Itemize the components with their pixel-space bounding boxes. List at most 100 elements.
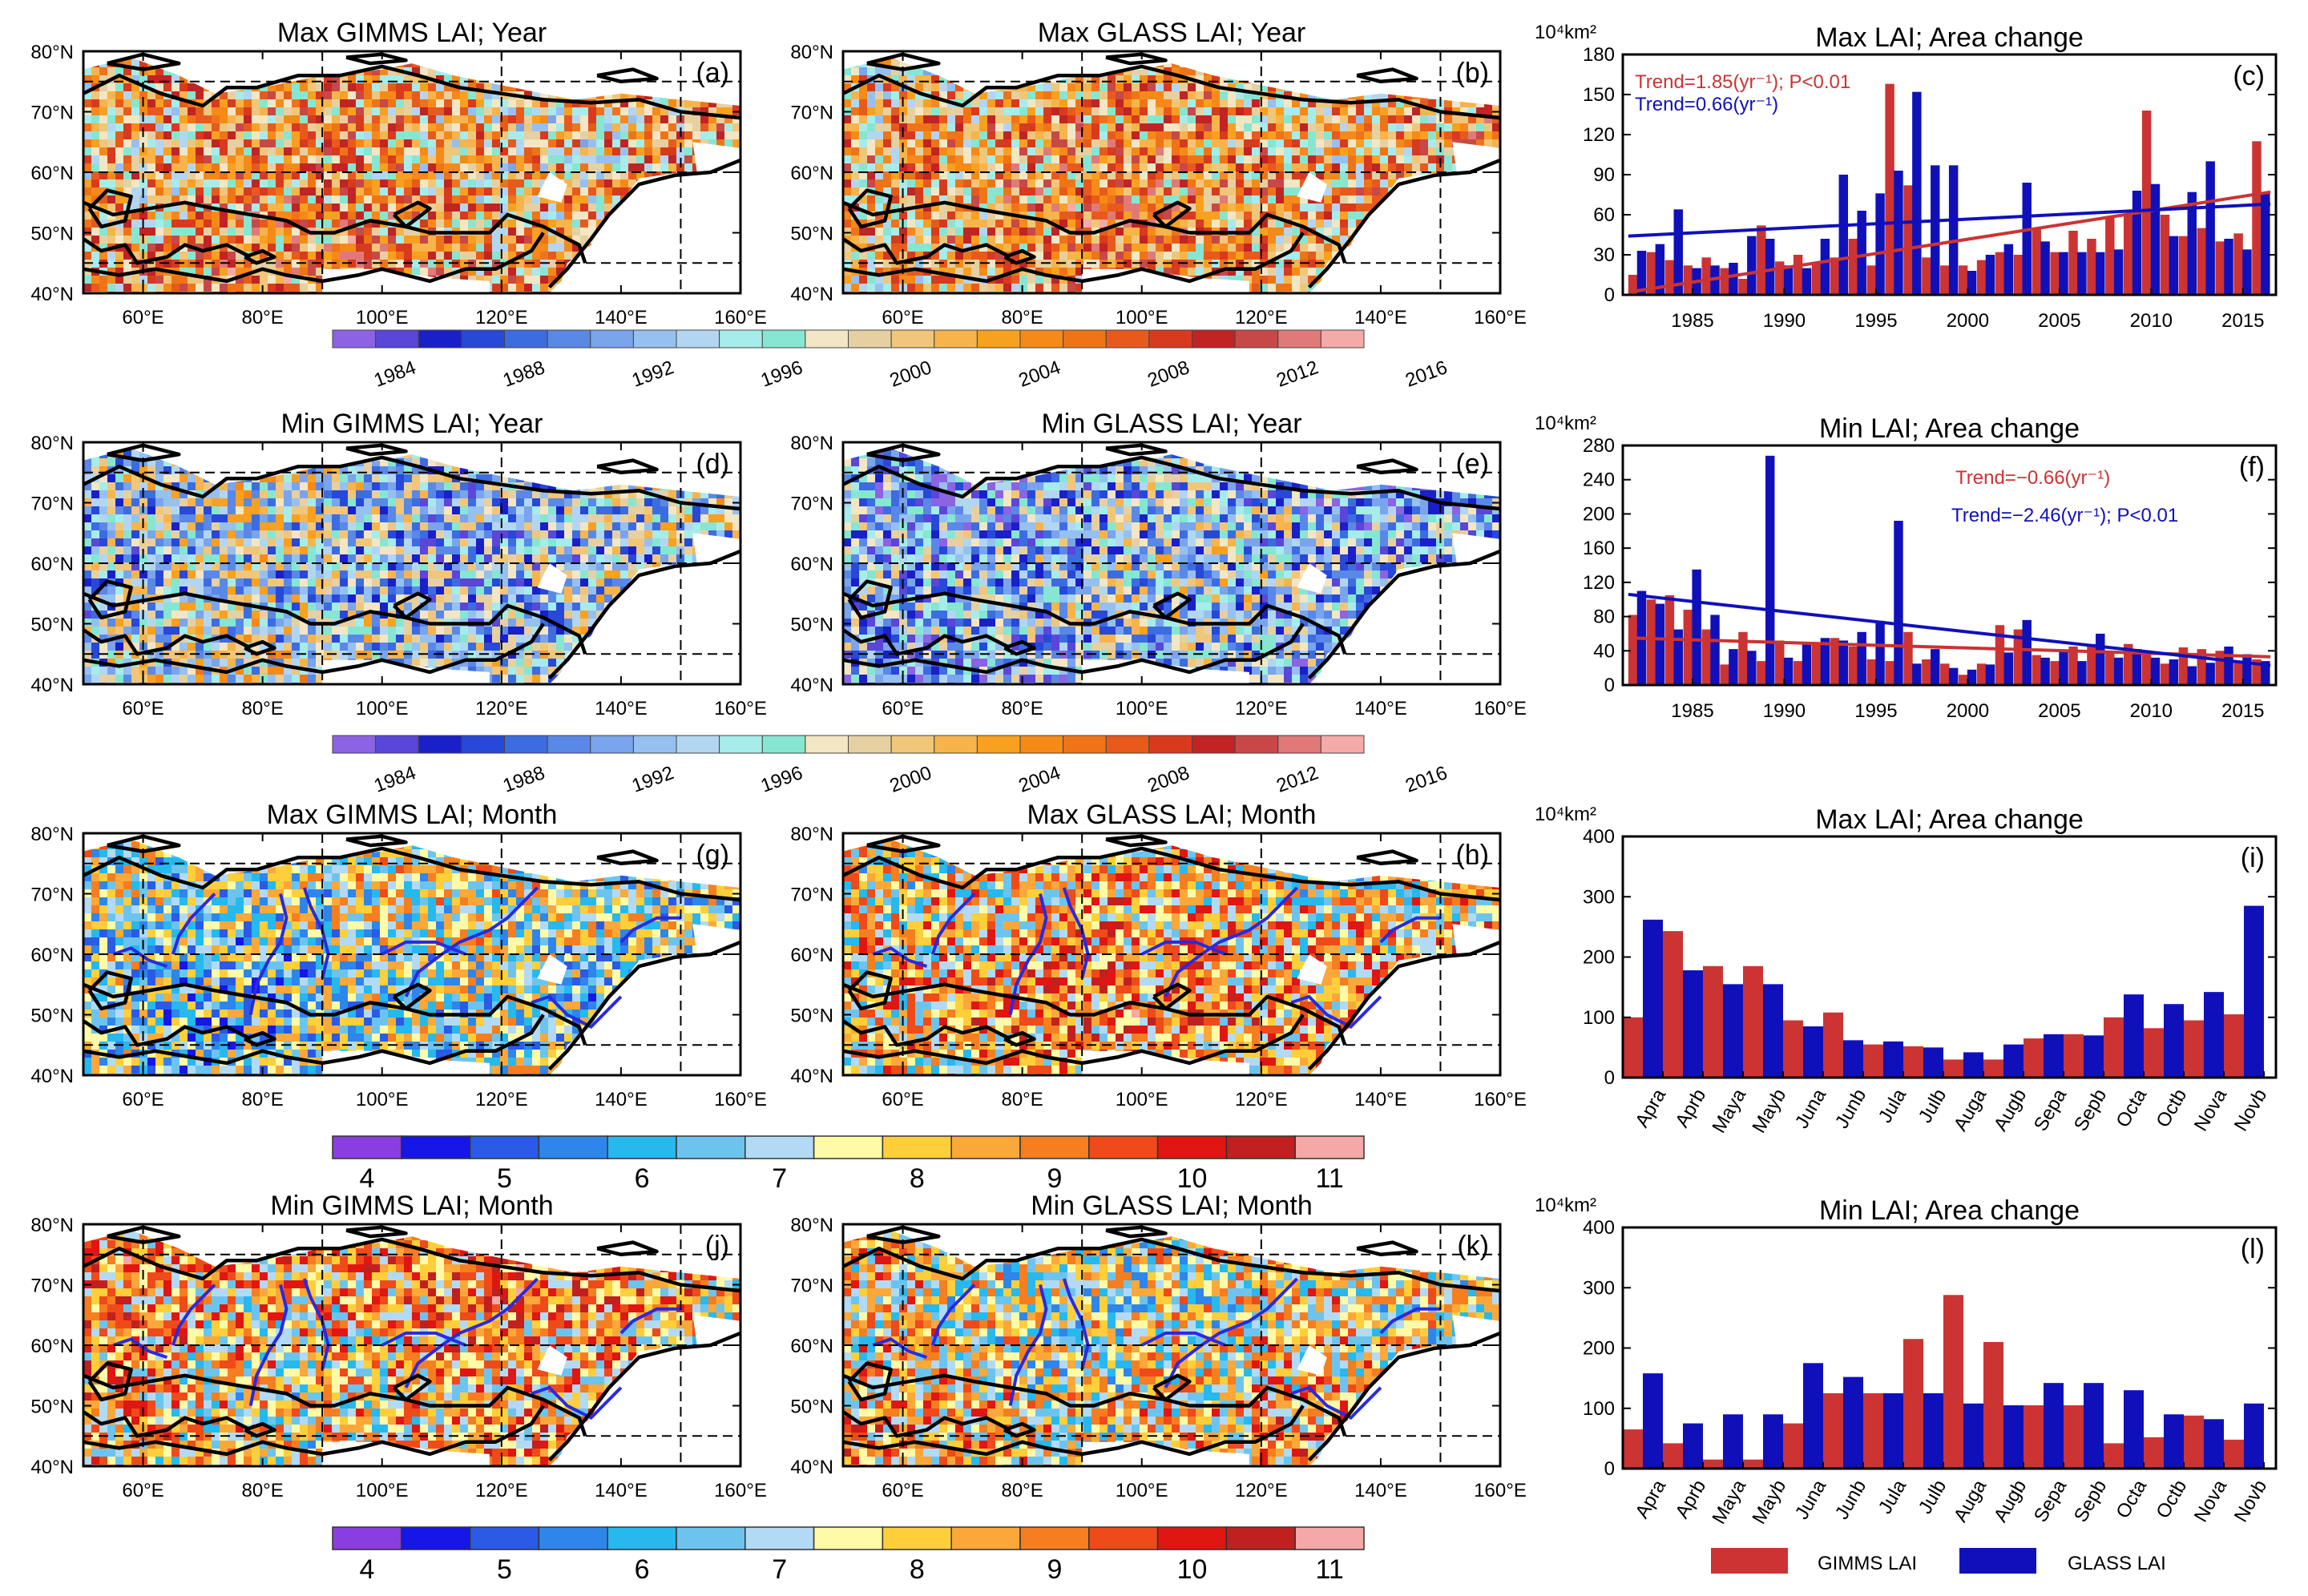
bar-glass	[2113, 249, 2124, 295]
map-lat-label: 70°N	[790, 103, 833, 124]
map-lat-label: 50°N	[790, 1006, 833, 1027]
bar-glass	[2077, 252, 2087, 295]
bar-gimms	[2252, 659, 2262, 685]
bar-glass	[2124, 1390, 2144, 1469]
bar-glass	[1673, 209, 1683, 295]
x-tick-label: Mayb	[1748, 1477, 1790, 1528]
map-lon-label: 80°E	[241, 1089, 283, 1110]
map-lat-label: 40°N	[30, 1457, 74, 1478]
map-gridlines	[843, 1224, 1500, 1466]
map-lat-label: 40°N	[790, 675, 833, 696]
map-ticks	[843, 1223, 1501, 1467]
colorbar-swatch	[882, 1526, 952, 1550]
bar-glass	[2261, 191, 2270, 295]
colorbar-month-label: 6	[635, 1163, 650, 1194]
colorbar-year-label: 2000	[887, 762, 934, 797]
map-gridlines	[83, 833, 740, 1075]
bar-glass	[1963, 1403, 1983, 1469]
bar-glass	[1723, 1414, 1743, 1469]
bar-gimms	[2064, 1405, 2084, 1469]
colorbar-month-min: 4 5 6 7 8 9 10 11	[332, 1526, 1365, 1585]
map-title: Max GIMMS LAI; Month	[267, 800, 558, 830]
bar-gimms	[1757, 661, 1766, 685]
bar-glass	[1820, 239, 1830, 295]
x-tick-label: 1990	[1763, 700, 1806, 722]
bar-glass	[1763, 1414, 1783, 1469]
map-lon-label: 140°E	[595, 307, 648, 328]
map-lat-label: 50°N	[790, 224, 833, 245]
bar-glass	[2187, 666, 2197, 685]
x-tick-label: Sepb	[2070, 1477, 2111, 1526]
map-lat-label: 70°N	[790, 494, 833, 515]
colorbar-swatch	[469, 1526, 540, 1550]
map-lon-label: 80°E	[241, 1480, 283, 1501]
map-lat-label: 80°N	[790, 824, 833, 845]
bar-glass	[2003, 652, 2014, 685]
bar-gimms	[1976, 260, 1987, 295]
colorbar-year-min: 1984 1988 1992 1996 2000 2004 2008 2012 2016	[332, 735, 1451, 797]
map-lat-label: 60°N	[30, 1336, 74, 1357]
bar-glass	[2077, 661, 2087, 685]
y-tick-label: 80	[1593, 607, 1615, 628]
map-lon-label: 160°E	[714, 307, 767, 328]
bar-gimms	[1958, 675, 1968, 685]
colorbar-swatch	[890, 735, 935, 754]
colorbar-swatch	[375, 329, 419, 349]
colorbar-swatch	[744, 1135, 815, 1159]
colorbar-swatch	[676, 1135, 746, 1159]
bar-gimms	[1757, 225, 1766, 295]
colorbar-month-label: 5	[497, 1554, 512, 1585]
bar-gimms	[2050, 661, 2060, 685]
map-panels: 80°N 70°N 60°N 50°N 40°N 60°E 80°E 100°E 120°E 14…	[30, 18, 1526, 1501]
x-tick-label: Sepa	[2030, 1085, 2072, 1135]
map-title: Min GIMMS LAI; Month	[270, 1191, 553, 1221]
bar-gimms	[2224, 1439, 2244, 1469]
x-tick-label: Sepb	[2070, 1086, 2111, 1135]
bar-gimms	[2215, 651, 2225, 685]
map-lat-label: 50°N	[790, 1396, 833, 1418]
bar-gimms	[1811, 263, 1822, 295]
colorbar-swatch	[590, 329, 634, 349]
map-title: Min GIMMS LAI; Year	[281, 409, 543, 439]
colorbar-swatch	[632, 329, 677, 349]
colorbar-swatch	[950, 1135, 1021, 1159]
map-lon-label: 100°E	[1116, 698, 1168, 719]
bar-glass	[1783, 265, 1794, 295]
map-lat-label: 80°N	[790, 42, 833, 63]
map-lon-label: 60°E	[122, 1089, 163, 1110]
colorbar-swatch	[1225, 1135, 1296, 1159]
x-tick-label: 2005	[2038, 310, 2080, 332]
bar-gimms	[1646, 599, 1656, 685]
map-lon-label: 60°E	[882, 698, 923, 719]
map-panel-b: 80°N 70°N 60°N 50°N 40°N 60°E 80°E 100°E 120°E 14…	[790, 18, 1526, 328]
bar-glass	[2059, 651, 2068, 685]
colorbar-swatch	[418, 735, 462, 754]
legend-label-gimms: GIMMS LAI	[1818, 1553, 1917, 1574]
colorbar-swatch	[332, 329, 377, 349]
bar-gimms	[2013, 255, 2024, 295]
colorbar-swatch	[934, 329, 978, 349]
map-panel-letter: (j)	[705, 1231, 729, 1261]
colorbar-swatch	[607, 1135, 677, 1159]
map-lon-label: 160°E	[1474, 698, 1527, 719]
bar-gimms	[1830, 257, 1840, 295]
map-panel-e: 80°N 70°N 60°N 50°N 40°N 60°E 80°E 100°E 120°E 14…	[790, 409, 1526, 719]
colorbar-month-label: 8	[910, 1554, 925, 1585]
colorbar-month-label: 6	[635, 1554, 650, 1585]
colorbar-swatch	[890, 329, 935, 349]
y-tick-label: 300	[1583, 1277, 1615, 1299]
map-lat-label: 60°N	[790, 554, 833, 575]
colorbar-swatch	[1019, 1526, 1090, 1550]
map-lon-label: 100°E	[1116, 1089, 1168, 1110]
x-tick-label: Novb	[2230, 1086, 2271, 1135]
map-panel-a: 80°N 70°N 60°N 50°N 40°N 60°E 80°E 100°E 120°E 14…	[30, 18, 766, 328]
bar-gimms	[1885, 661, 1894, 685]
map-lat-label: 60°N	[30, 554, 74, 575]
colorbar-swatch	[1148, 735, 1192, 754]
bar-gimms	[1738, 631, 1748, 685]
map-ticks	[83, 50, 741, 294]
colorbar-swatch	[1088, 1526, 1159, 1550]
map-title: Max GLASS LAI; Year	[1038, 18, 1306, 48]
colorbar-swatch	[375, 735, 419, 754]
map-panel-g: 80°N 70°N 60°N 50°N 40°N 60°E 80°E 100°E 120°E 14…	[30, 800, 766, 1110]
